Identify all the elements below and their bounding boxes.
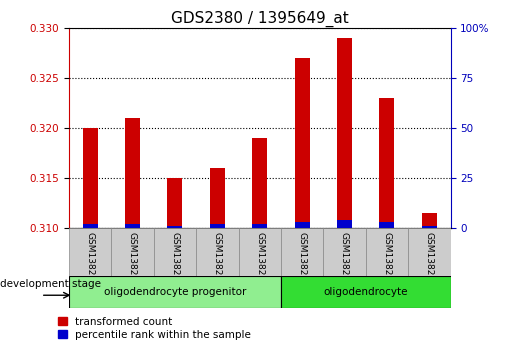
Bar (323, 228, 366, 276)
Bar (295, 58, 310, 228)
Bar (281, 276, 450, 308)
Bar (379, 222, 394, 228)
Text: GSM138283: GSM138283 (213, 232, 222, 287)
Text: GSM138285: GSM138285 (298, 232, 306, 287)
Bar (238, 228, 281, 276)
Bar (167, 178, 182, 228)
Bar (83, 224, 98, 228)
Text: GSM138282: GSM138282 (171, 232, 179, 287)
Bar (125, 224, 140, 228)
Text: oligodendrocyte: oligodendrocyte (323, 287, 408, 297)
Bar (379, 98, 394, 228)
Legend: transformed count, percentile rank within the sample: transformed count, percentile rank withi… (58, 317, 251, 340)
Title: GDS2380 / 1395649_at: GDS2380 / 1395649_at (171, 11, 349, 27)
Bar (69, 228, 111, 276)
Bar (196, 228, 238, 276)
Text: GSM138281: GSM138281 (128, 232, 137, 287)
Bar (422, 213, 437, 228)
Bar (252, 138, 267, 228)
Text: GSM138287: GSM138287 (383, 232, 391, 287)
Bar (295, 222, 310, 228)
Bar (252, 224, 267, 228)
Bar (210, 168, 225, 228)
Bar (83, 128, 98, 228)
Text: development stage: development stage (0, 279, 101, 289)
Bar (111, 228, 154, 276)
Text: oligodendrocyte progenitor: oligodendrocyte progenitor (104, 287, 246, 297)
Bar (69, 276, 281, 308)
Text: GSM138286: GSM138286 (340, 232, 349, 287)
Text: GSM138288: GSM138288 (425, 232, 434, 287)
Bar (167, 226, 182, 228)
Bar (281, 228, 323, 276)
Bar (154, 228, 196, 276)
Bar (125, 118, 140, 228)
Bar (337, 220, 352, 228)
Bar (210, 224, 225, 228)
Bar (366, 228, 408, 276)
Bar (408, 228, 450, 276)
Text: GSM138284: GSM138284 (255, 232, 264, 287)
Text: GSM138280: GSM138280 (86, 232, 94, 287)
Bar (422, 226, 437, 228)
Bar (337, 38, 352, 228)
